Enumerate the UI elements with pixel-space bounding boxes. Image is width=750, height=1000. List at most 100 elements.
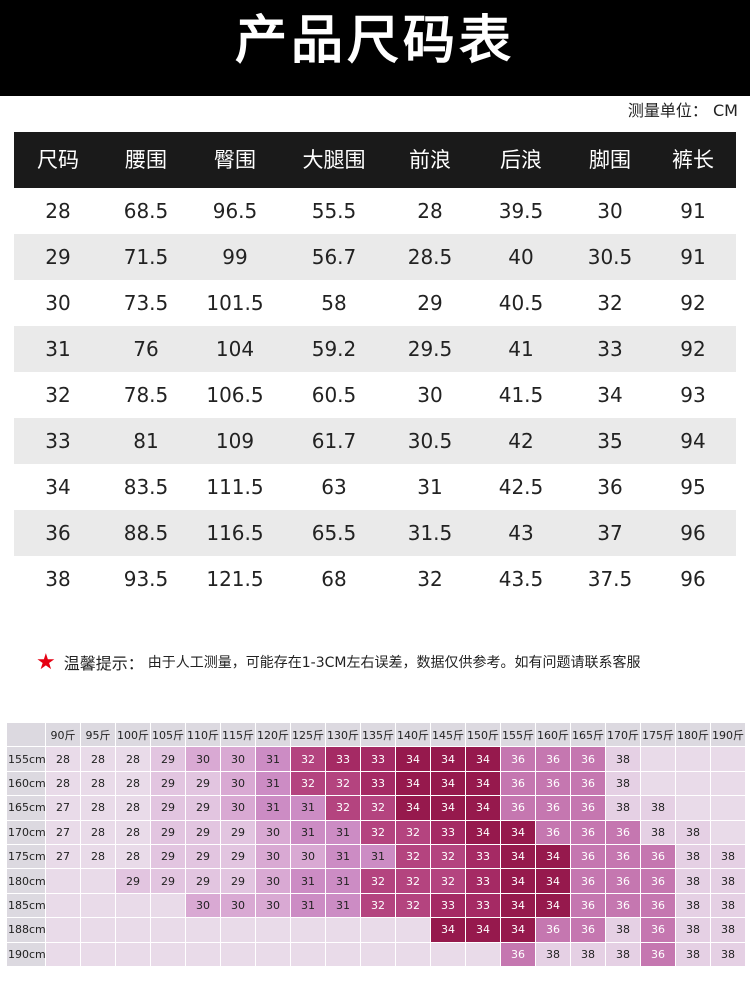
size-cell: 28: [45, 770, 81, 797]
table-row: 155cm 28 28 28 29 30 30 31 32 33 33 34 34 34 36 36 36 38: [6, 746, 746, 772]
size-cell: 36: [535, 770, 571, 797]
size-table-cell: 31: [45, 337, 71, 361]
table-row: 180cm 29 29 29 29 30 31 31 32 32 32 33 34 34 36 36 36 38 3…: [6, 868, 746, 894]
size-cell: 29: [185, 770, 221, 797]
height-header-cell: 188cm: [6, 917, 46, 943]
size-table-cell: 32: [597, 291, 623, 315]
size-cell: 34: [500, 868, 536, 894]
size-cell: 32: [360, 795, 396, 821]
size-table-cell: 42: [508, 429, 534, 453]
height-header-cell: 165cm: [6, 795, 46, 821]
size-cell: 30: [255, 892, 291, 919]
table-row: 185cm 30 30 30 31 31 32 32 33 33 34 34 36 36 36 38 38: [6, 892, 746, 919]
size-cell: 36: [640, 843, 676, 870]
size-table-header: 尺码 腰围 臀围 大腿围 前浪 后浪 脚围 裤长: [14, 132, 736, 188]
size-cell: 29: [185, 868, 221, 894]
size-cell: 29: [150, 868, 186, 894]
size-cell: 33: [325, 746, 361, 772]
weight-header-cell: 135斤: [360, 721, 396, 748]
empty-cell: [150, 917, 186, 943]
empty-cell: [45, 941, 81, 967]
size-cell: 34: [535, 843, 571, 870]
size-cell: 29: [220, 843, 256, 870]
empty-cell: [360, 941, 396, 967]
size-cell: 34: [430, 917, 466, 943]
size-cell: 32: [395, 868, 431, 894]
size-cell: 29: [150, 819, 186, 845]
page-title: 产品尺码表: [234, 11, 515, 71]
size-table-cell: 32: [45, 383, 71, 407]
size-cell: 28: [80, 819, 116, 845]
size-table-cell: 28.5: [407, 245, 453, 269]
size-cell: 34: [465, 770, 501, 797]
height-header-cell: 180cm: [6, 868, 46, 894]
size-cell: 34: [430, 795, 466, 821]
size-table-cell: 61.7: [311, 429, 357, 453]
size-table-header-cell: 裤长: [672, 148, 714, 172]
size-cell: 38: [675, 941, 711, 967]
tip-notice: ★ 温馨提示： 由于人工测量，可能存在1-3CM左右误差，数据仅供参考。如有问题…: [36, 648, 640, 676]
size-table-cell: 99: [222, 245, 248, 269]
size-cell: 31: [255, 746, 291, 772]
empty-cell: [675, 795, 711, 821]
size-table-cell: 34: [45, 475, 71, 499]
weight-header-cell: 130斤: [325, 721, 361, 748]
size-cell: 32: [395, 819, 431, 845]
size-cell: 30: [220, 770, 256, 797]
size-cell: 29: [150, 746, 186, 772]
height-header-cell: 160cm: [6, 770, 46, 797]
size-table-cell: 35: [597, 429, 623, 453]
size-table-cell: 28: [45, 199, 71, 223]
size-table-cell: 37.5: [587, 567, 633, 591]
weight-header-cell: 110斤: [185, 721, 221, 748]
size-cell: 29: [220, 819, 256, 845]
weight-header-cell: 180斤: [675, 721, 711, 748]
size-cell: 34: [500, 819, 536, 845]
size-table-cell: 38: [45, 567, 71, 591]
empty-cell: [290, 917, 326, 943]
size-cell: 31: [255, 795, 291, 821]
size-cell: 36: [605, 868, 641, 894]
size-cell: 33: [465, 843, 501, 870]
size-cell: 38: [710, 892, 746, 919]
size-table-cell: 96.5: [212, 199, 258, 223]
size-recommendation-table: 90斤 95斤 100斤 105斤 110斤 115斤 120斤 125斤 130斤 135斤 14…: [6, 721, 746, 967]
weight-header-cell: 170斤: [605, 721, 641, 748]
size-cell: 36: [640, 941, 676, 967]
size-table-cell: 96: [680, 567, 706, 591]
size-cell: 38: [535, 941, 571, 967]
size-cell: 36: [570, 819, 606, 845]
weight-header-cell: 155斤: [500, 721, 536, 748]
size-cell: 30: [185, 746, 221, 772]
size-cell: 28: [80, 770, 116, 797]
height-header-cell: 185cm: [6, 892, 46, 919]
empty-cell: [80, 917, 116, 943]
size-table-cell: 68: [321, 567, 347, 591]
size-cell: 36: [500, 746, 536, 772]
size-cell: 38: [675, 892, 711, 919]
empty-cell: [255, 941, 291, 967]
table-row: 165cm 27 28 28 29 29 30 31 31 32 32 34 34 34 36 36 36 38 3…: [6, 795, 746, 821]
size-table-cell: 39.5: [498, 199, 544, 223]
size-cell: 31: [325, 868, 361, 894]
size-table-header-cell: 前浪: [409, 148, 451, 172]
size-cell: 32: [430, 843, 466, 870]
size-table-cell: 106.5: [206, 383, 264, 407]
size-cell: 28: [115, 770, 151, 797]
size-table-cell: 41.5: [498, 383, 544, 407]
size-cell: 36: [570, 917, 606, 943]
size-table-cell: 76: [133, 337, 159, 361]
size-table-cell: 28: [417, 199, 443, 223]
size-cell: 38: [605, 770, 641, 797]
size-cell: 34: [535, 868, 571, 894]
size-table-cell: 96: [680, 521, 706, 545]
empty-cell: [395, 941, 431, 967]
weight-header-cell: 115斤: [220, 721, 256, 748]
size-table-cell: 93.5: [123, 567, 169, 591]
weight-header-row: 90斤 95斤 100斤 105斤 110斤 115斤 120斤 125斤 130斤 135斤 14…: [6, 721, 746, 748]
size-table-cell: 92: [680, 291, 706, 315]
size-cell: 28: [80, 843, 116, 870]
empty-cell: [220, 917, 256, 943]
size-table-cell: 111.5: [206, 475, 264, 499]
empty-cell: [115, 892, 151, 919]
